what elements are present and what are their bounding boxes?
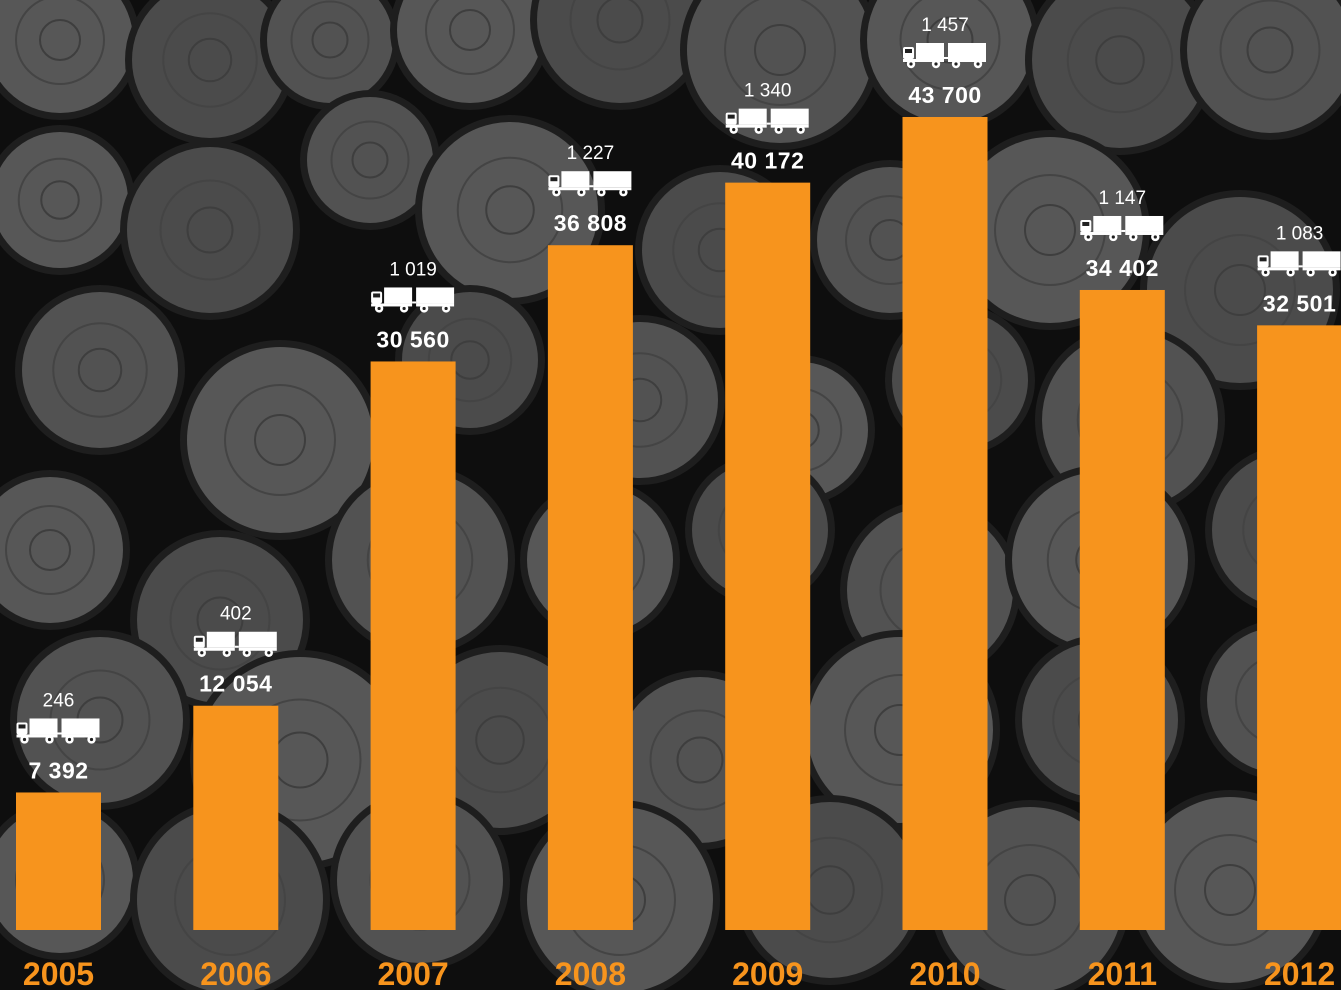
log-end <box>1025 0 1215 155</box>
log-end <box>860 0 1040 130</box>
bar <box>193 705 279 930</box>
truck-trailer-icon <box>725 108 809 134</box>
bar-value-label: 34 402 <box>1086 255 1159 281</box>
bar-group: 30 560 1 019 2007 <box>370 259 456 990</box>
x-tick-label: 2009 <box>732 956 803 990</box>
bar-group: 34 402 1 147 2011 <box>1079 188 1165 990</box>
x-tick-label: 2006 <box>200 956 271 990</box>
log-end <box>0 0 140 120</box>
truck-trailer-icon <box>193 631 277 657</box>
x-tick-label: 2011 <box>1088 956 1157 990</box>
x-tick-label: 2008 <box>555 956 626 990</box>
truck-trailer-icon <box>548 171 632 197</box>
truck-count-label: 1 340 <box>744 81 792 102</box>
log-end <box>0 125 135 275</box>
bar-value-label: 7 392 <box>28 757 88 783</box>
log-end <box>1180 0 1341 140</box>
bar <box>370 361 456 930</box>
x-tick-label: 2012 <box>1264 956 1335 990</box>
truck-trailer-icon <box>1257 251 1341 277</box>
log-end <box>300 90 440 230</box>
truck-trailer-icon <box>16 718 100 744</box>
log-end <box>390 0 550 110</box>
log-end <box>680 0 880 150</box>
log-end <box>950 130 1150 330</box>
truck-count-label: 1 147 <box>1099 188 1147 209</box>
truck-trailer-icon <box>1080 215 1164 242</box>
truck-trailer-icon <box>903 43 986 69</box>
bar <box>902 117 988 930</box>
log-end <box>260 0 400 110</box>
log-end <box>125 0 295 145</box>
bar-value-label: 40 172 <box>731 148 804 174</box>
bar <box>1079 289 1165 931</box>
log-end <box>15 285 185 455</box>
bar-value-label: 12 054 <box>199 671 272 697</box>
log-end <box>180 340 380 540</box>
bar-value-label: 32 501 <box>1263 290 1336 316</box>
bar-group: 43 700 1 457 2010 <box>902 15 988 990</box>
truck-count-label: 1 083 <box>1276 223 1324 244</box>
bar-group: 36 808 1 227 2008 <box>547 143 633 990</box>
truck-count-label: 1 457 <box>921 15 969 36</box>
bar-group: 7 392 246 2005 <box>16 690 101 990</box>
bar-value-label: 36 808 <box>554 210 627 236</box>
x-tick-label: 2007 <box>378 956 449 990</box>
truck-count-label: 402 <box>220 604 252 625</box>
bar-group: 32 501 1 083 2012 <box>1257 223 1341 990</box>
x-tick-label: 2010 <box>909 956 980 990</box>
bar-group: 40 172 1 340 2009 <box>725 81 811 990</box>
bar <box>16 792 101 930</box>
truck-count-label: 246 <box>43 690 75 711</box>
bar-value-label: 30 560 <box>376 326 449 352</box>
bar-value-label: 43 700 <box>908 82 981 108</box>
bar-group: 12 054 402 2006 <box>193 604 279 990</box>
truck-count-label: 1 019 <box>389 259 437 280</box>
log-end <box>10 630 190 810</box>
truck-trailer-icon <box>371 287 455 313</box>
bar <box>725 182 811 931</box>
log-end <box>530 0 710 110</box>
log-end <box>120 140 300 320</box>
bar <box>1257 325 1341 930</box>
bar <box>547 245 633 930</box>
log-end <box>0 470 130 630</box>
x-tick-label: 2005 <box>23 956 94 990</box>
truck-count-label: 1 227 <box>567 143 615 164</box>
